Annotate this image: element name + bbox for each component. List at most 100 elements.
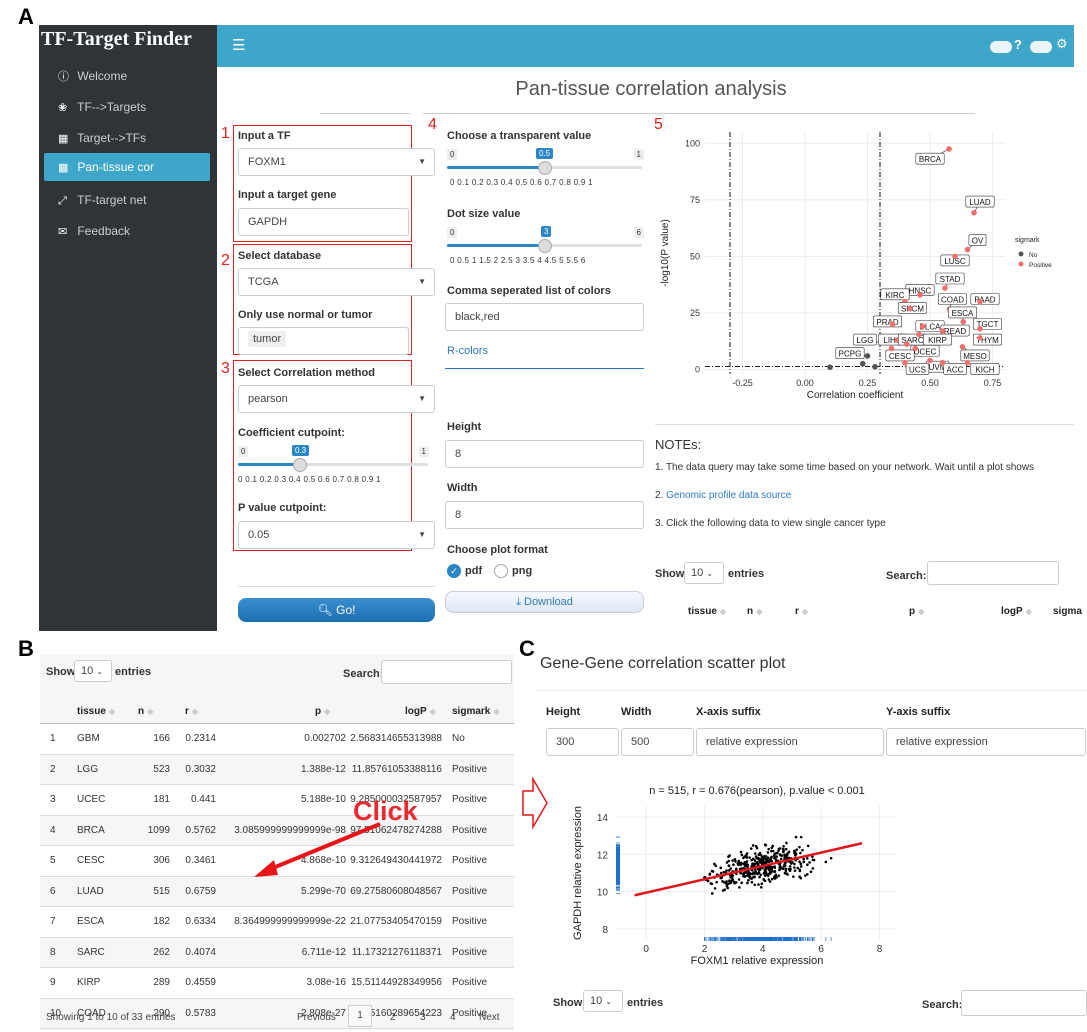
height-input[interactable]: 8 — [445, 440, 644, 468]
col-p[interactable]: p ◆ — [909, 606, 924, 617]
col-sigmark[interactable]: sigmark ◆ — [452, 706, 500, 717]
col-n[interactable]: n ◆ — [138, 706, 153, 717]
table-cell: ESCA — [77, 916, 105, 927]
theme-toggle[interactable] — [990, 41, 1012, 53]
data-point — [811, 867, 815, 870]
slider-handle[interactable] — [538, 161, 552, 175]
coef-slider[interactable]: 0 1 0.3 0 0.1 0.2 0.3 0.4 0.5 0.6 0.7 0.… — [238, 445, 435, 485]
app-title[interactable]: TF-Target Finder — [41, 28, 192, 50]
pagination-page-1[interactable]: 1 — [348, 1005, 372, 1027]
entries-select[interactable]: 10 ⌄ — [74, 660, 112, 682]
data-point — [794, 835, 798, 839]
go-button[interactable]: 🔍︎ Go! — [238, 598, 435, 622]
data-point — [753, 859, 757, 862]
pagination-previous[interactable]: Previous — [297, 1012, 336, 1023]
entries-select[interactable]: 10 ⌄ — [583, 990, 623, 1012]
settings-toggle[interactable] — [1030, 41, 1052, 53]
transparent-label: Choose a transparent value — [447, 130, 592, 142]
data-point — [727, 864, 731, 867]
help-icon[interactable]: ? — [1014, 37, 1022, 52]
data-point — [737, 861, 741, 865]
sidebar-item-welcome[interactable]: ⓘ Welcome — [39, 62, 217, 90]
chevron-down-icon: ⌄ — [706, 569, 714, 578]
data-point — [801, 848, 804, 852]
table-row[interactable]: 1 GBM 166 0.2314 0.002702 2.568314655313988 No — [40, 724, 514, 755]
col-tissue[interactable]: tissue ◆ — [77, 706, 115, 717]
col-tissue[interactable]: tissue ◆ — [688, 606, 726, 617]
slider-fill — [447, 244, 544, 247]
data-point — [754, 844, 758, 848]
data-point — [919, 323, 926, 330]
tf-select[interactable]: FOXM1 ▼ — [238, 148, 435, 176]
ysuffix-input[interactable]: relative expression — [886, 728, 1086, 756]
table-row[interactable]: 9 KIRP 289 0.4559 3.08e-16 15.51144928349956 P… — [40, 968, 514, 999]
entries-select[interactable]: 10 ⌄ — [684, 562, 724, 584]
pagination-page-4[interactable]: 4 — [450, 1012, 456, 1023]
table-row[interactable]: 5 CESC 306 0.3461 4.868e-10 9.312649430441972… — [40, 846, 514, 877]
pagination-page-2[interactable]: 2 — [390, 1012, 396, 1023]
dotsize-slider[interactable]: 0 6 3 0 0.5 1 1.5 2 2.5 3 3.5 4 4.5 5 5.… — [447, 226, 644, 266]
xsuffix-input[interactable]: relative expression — [696, 728, 884, 756]
table-row[interactable]: 4 BRCA 1099 0.5762 3.085999999999999e-98 97.5… — [40, 816, 514, 846]
col-label: logP — [405, 706, 427, 717]
sidebar-item-pan-tissue-cor[interactable]: ▩ Pan-tissue cor — [44, 153, 210, 181]
data-point — [792, 875, 795, 878]
col-n[interactable]: n ◆ — [747, 606, 762, 617]
col-sigmark[interactable]: sigma — [1053, 606, 1082, 617]
slider-handle[interactable] — [293, 458, 307, 472]
width-input[interactable]: 8 — [445, 501, 644, 529]
point-label: ESCA — [952, 309, 974, 318]
table-row[interactable]: 10 COAD 290 0.5783 2.808e-27 26.5516028965422… — [40, 999, 514, 1029]
table-cell: LGG — [77, 763, 99, 775]
data-point — [806, 863, 809, 867]
data-point — [960, 318, 967, 325]
col-p[interactable]: p ◆ — [315, 706, 330, 717]
fit-line — [634, 842, 863, 897]
pagination-next[interactable]: Next — [479, 1012, 500, 1023]
db-select[interactable]: TCGA ▼ — [238, 268, 435, 296]
col-logp[interactable]: logP ◆ — [1001, 606, 1032, 617]
download-button[interactable]: ⤓ Download — [445, 591, 644, 613]
sidebar-item-target-tfs[interactable]: ▦ Target-->TFs — [39, 124, 217, 152]
height-input[interactable]: 300 — [546, 728, 619, 756]
table-cell: Positive — [452, 946, 488, 958]
table-cell: 0.4074 — [185, 946, 216, 958]
table-row[interactable]: 6 LUAD 515 0.6759 5.299e-70 69.27580608048567… — [40, 877, 514, 907]
col-r[interactable]: r ◆ — [795, 606, 808, 617]
width-input[interactable]: 500 — [621, 728, 694, 756]
table-cell: 166 — [153, 733, 170, 744]
sidebar-item-tf-targets[interactable]: ❀ TF-->Targets — [39, 93, 217, 121]
pvalue-select[interactable]: 0.05 ▼ — [238, 521, 435, 549]
search-input[interactable] — [961, 990, 1087, 1016]
pdf-radio[interactable]: ✓ — [447, 564, 461, 578]
table-row[interactable]: 7 ESCA 182 0.6334 8.364999999999999e-22 21.07… — [40, 907, 514, 938]
slider-handle[interactable] — [538, 239, 552, 253]
search-input[interactable] — [381, 660, 512, 684]
table-cell: 9 — [50, 977, 56, 988]
menu-toggle-icon[interactable]: ☰ — [232, 37, 246, 54]
col-logp[interactable]: logP ◆ — [405, 706, 436, 717]
table-row[interactable]: 2 LGG 523 0.3032 1.388e-12 11.85761053388116 P… — [40, 755, 514, 785]
sidebar-item-tf-target-net[interactable]: ⤢ TF-target net — [39, 186, 217, 214]
method-select[interactable]: pearson ▼ — [238, 385, 435, 413]
data-point — [799, 865, 803, 868]
data-point — [758, 859, 761, 862]
table-cell: LUAD — [77, 885, 104, 897]
data-point — [729, 867, 732, 870]
genomic-source-link[interactable]: Genomic profile data source — [666, 490, 792, 501]
bar-chart-icon: ▩ — [58, 162, 69, 174]
target-input[interactable]: GAPDH — [238, 208, 409, 236]
col-r[interactable]: r ◆ — [185, 706, 198, 717]
pagination-page-3[interactable]: 3 — [420, 1012, 426, 1023]
search-input[interactable] — [927, 561, 1059, 585]
r-colors-link[interactable]: R-colors — [447, 345, 488, 357]
gear-icon[interactable]: ⚙ — [1056, 36, 1068, 51]
normal-tumor-select[interactable]: tumor — [238, 327, 409, 355]
data-point — [754, 870, 758, 874]
sidebar-item-feedback[interactable]: ✉ Feedback — [39, 217, 217, 245]
table-row[interactable]: 3 UCEC 181 0.441 5.188e-10 9.285000032587957 P… — [40, 785, 514, 816]
png-radio[interactable] — [494, 564, 508, 578]
colors-input[interactable]: black,red — [445, 303, 644, 331]
transparent-slider[interactable]: 0 1 0.5 0 0.1 0.2 0.3 0.4 0.5 0.6 0.7 0.… — [447, 148, 644, 188]
table-row[interactable]: 8 SARC 262 0.4074 6.711e-12 11.17321276118371… — [40, 938, 514, 968]
